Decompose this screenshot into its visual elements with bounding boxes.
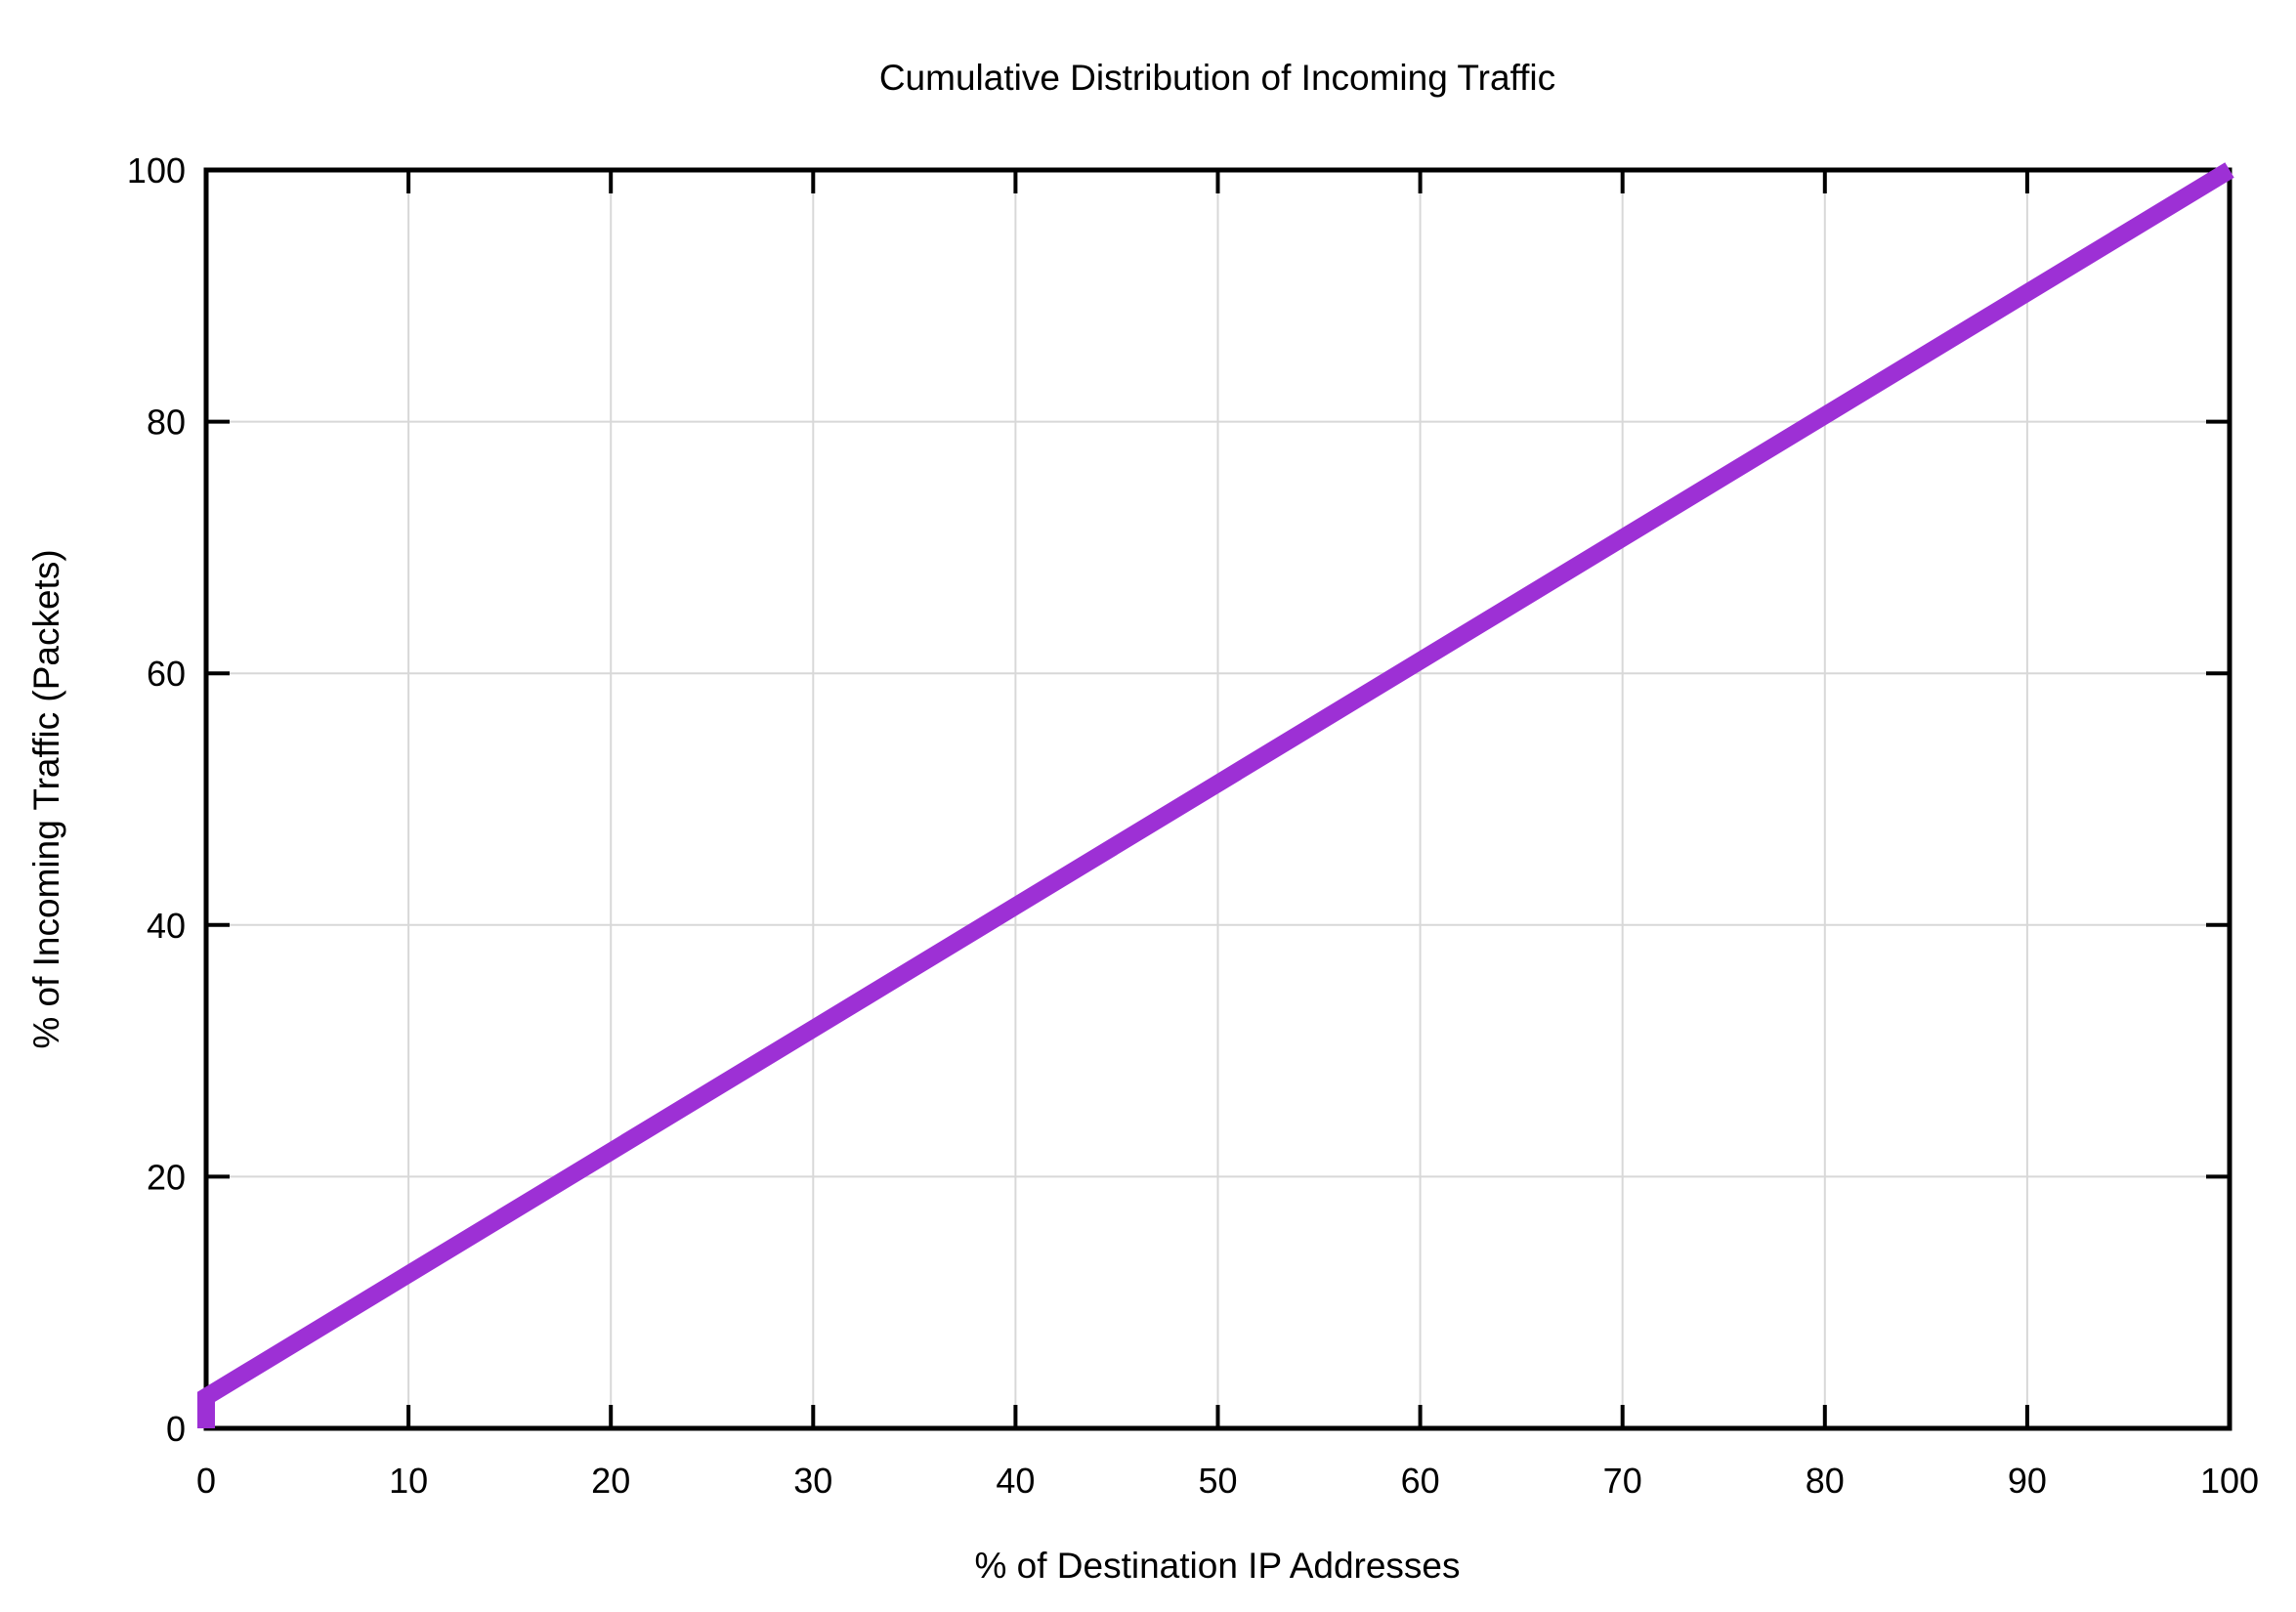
x-tick-label: 20	[591, 1461, 630, 1501]
y-tick-label: 40	[147, 906, 186, 946]
x-tick-label: 100	[2200, 1461, 2259, 1501]
x-tick-label: 40	[996, 1461, 1035, 1501]
y-axis-label: % of Incoming Traffic (Packets)	[26, 549, 66, 1048]
x-tick-label: 30	[793, 1461, 832, 1501]
x-tick-label: 80	[1806, 1461, 1845, 1501]
x-tick-label: 50	[1198, 1461, 1237, 1501]
ticklabel-layer: 0 10 20 30 40 50 60 70 80 90 100 0 20 40 60 80 100	[127, 150, 2259, 1501]
y-tick-label: 80	[147, 403, 186, 443]
x-tick-label: 60	[1401, 1461, 1440, 1501]
y-tick-label: 20	[147, 1157, 186, 1197]
x-tick-label: 0	[196, 1461, 216, 1501]
data-line-cumulative-incoming-traffic	[197, 162, 2234, 1428]
plot-border	[203, 167, 2232, 1431]
x-tick-label: 90	[2008, 1461, 2047, 1501]
chart-title: Cumulative Distribution of Incoming Traf…	[879, 58, 1555, 98]
series-layer	[197, 162, 2234, 1428]
x-axis-label: % of Destination IP Addresses	[974, 1546, 1460, 1586]
x-tick-label: 10	[389, 1461, 428, 1501]
y-tick-label: 100	[127, 150, 186, 191]
y-tick-label: 60	[147, 654, 186, 694]
x-tick-label: 70	[1603, 1461, 1642, 1501]
y-tick-label: 0	[166, 1409, 186, 1449]
